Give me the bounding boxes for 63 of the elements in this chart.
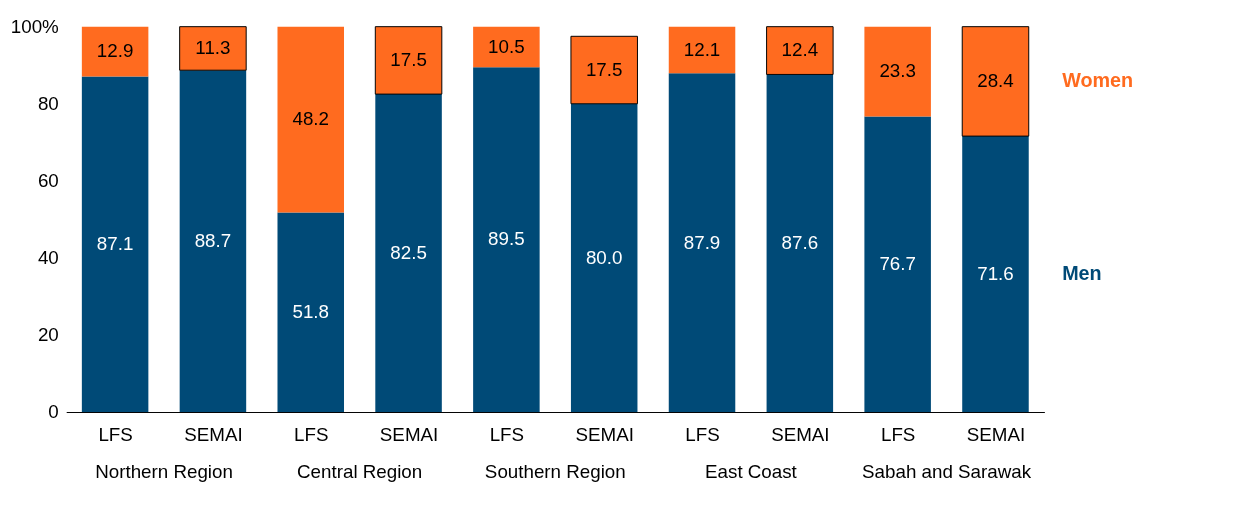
- data-label: 17.5: [585, 58, 623, 80]
- data-label: 17.5: [390, 49, 427, 71]
- data-label: 82.5: [390, 241, 427, 263]
- bar: [864, 116, 931, 413]
- data-label: 12.4: [781, 39, 819, 61]
- bar: [277, 212, 345, 413]
- y-tick-label: 0: [48, 401, 59, 423]
- text: Southern Region: [484, 461, 626, 483]
- data-label: 12.1: [683, 38, 721, 60]
- data-label: 76.7: [879, 253, 916, 275]
- bar: [668, 73, 736, 413]
- y-tick-label: 60: [37, 170, 59, 192]
- text: East Coast: [705, 461, 798, 483]
- bar: [570, 35, 638, 105]
- bar: [375, 94, 442, 413]
- y-tick-label: 40: [37, 247, 59, 269]
- data-label: 87.1: [96, 233, 134, 255]
- x-tick-label: SEMAI: [379, 424, 439, 446]
- text: Central Region: [297, 461, 423, 483]
- bar: [962, 136, 1029, 413]
- bar: [961, 26, 1030, 137]
- bar: [179, 70, 247, 413]
- bar: [374, 26, 443, 95]
- x-tick-label: SEMAI: [575, 424, 634, 446]
- data-label: 88.7: [194, 230, 232, 252]
- x-tick-label: LFS: [98, 424, 133, 446]
- data-label: 89.5: [488, 228, 525, 250]
- bar: [81, 76, 149, 413]
- text: Sabah and Sarawak: [862, 461, 1032, 483]
- y-tick-label: 20: [37, 324, 59, 346]
- y-tick-label: 80: [37, 93, 59, 115]
- data-label: 10.5: [488, 35, 525, 57]
- bar: [570, 103, 638, 413]
- data-label: 71.6: [977, 262, 1014, 284]
- data-label: 12.9: [96, 40, 134, 62]
- data-label: 23.3: [879, 60, 916, 82]
- data-label: 11.3: [195, 37, 231, 59]
- data-label: 28.4: [977, 70, 1014, 92]
- bar: [766, 74, 834, 413]
- x-tick-label: LFS: [489, 424, 525, 446]
- series-label: Women: [1062, 69, 1134, 92]
- data-label: 51.8: [292, 301, 330, 323]
- bar: [179, 26, 247, 71]
- x-tick-label: LFS: [294, 424, 329, 446]
- text: Northern Region: [95, 461, 233, 483]
- data-label: 87.6: [781, 232, 819, 254]
- x-tick-label: LFS: [880, 424, 916, 446]
- x-tick-label: SEMAI: [771, 424, 830, 446]
- data-label: 80.0: [585, 246, 623, 268]
- data-label: 87.9: [683, 231, 721, 253]
- bar: [81, 26, 149, 77]
- bar: [766, 26, 834, 75]
- bar: [473, 67, 540, 413]
- y-tick-label: 100%: [10, 16, 60, 38]
- data-label: 48.2: [292, 108, 330, 130]
- x-tick-label: LFS: [685, 424, 720, 446]
- bar: [668, 26, 736, 74]
- x-tick-label: SEMAI: [184, 424, 243, 446]
- bar: [864, 26, 931, 117]
- series-label: Men: [1062, 261, 1102, 284]
- bar: [473, 26, 540, 68]
- bar: [277, 26, 345, 213]
- x-tick-label: SEMAI: [966, 424, 1026, 446]
